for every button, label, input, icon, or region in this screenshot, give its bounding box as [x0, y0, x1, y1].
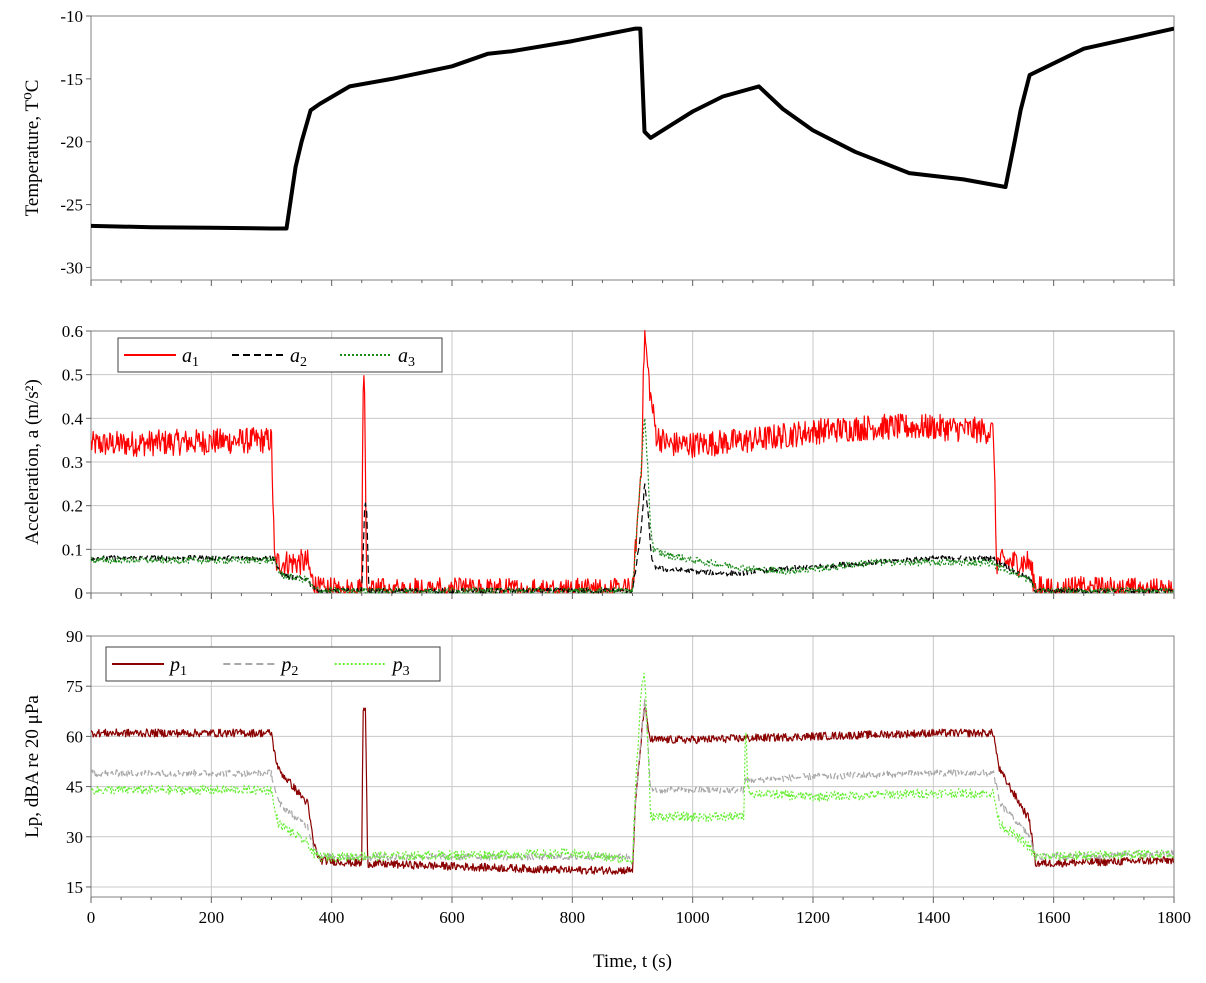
legend-subscript: 2 — [300, 355, 307, 370]
series-line-p3 — [91, 672, 1174, 865]
legend: a1 a2 a3 — [117, 337, 443, 373]
x-tick-label: 600 — [439, 908, 465, 927]
y-tick-label: 0.3 — [62, 453, 83, 472]
legend-label-a1: a1 — [182, 345, 199, 370]
x-tick-label: 1400 — [916, 908, 950, 927]
y-tick-label: -25 — [60, 196, 83, 215]
x-tick-label: 200 — [199, 908, 225, 927]
legend-label-a2: a2 — [290, 345, 307, 370]
y-axis-label: Temperature, T⁰C — [22, 80, 43, 217]
legend-subscript: 1 — [180, 664, 187, 679]
y-tick-label: 0.6 — [62, 322, 83, 341]
legend-subscript: 2 — [291, 664, 298, 679]
series-line-a3 — [91, 417, 1174, 594]
y-tick-label: 0 — [75, 584, 84, 603]
legend-label-p3: p3 — [391, 654, 410, 679]
x-tick-label: 1800 — [1157, 908, 1191, 927]
legend-subscript: 3 — [403, 664, 410, 679]
legend-letter: a — [290, 345, 300, 367]
y-tick-label: 30 — [66, 828, 83, 847]
x-tick-label: 400 — [319, 908, 345, 927]
y-tick-label: -15 — [60, 70, 83, 89]
x-tick-label: 1000 — [676, 908, 710, 927]
legend-subscript: 3 — [408, 355, 415, 370]
y-axis-label: Lp, dBA re 20 μPa — [22, 695, 43, 838]
legend-letter: p — [279, 654, 291, 676]
legend-letter: a — [182, 345, 192, 367]
chart-acceleration: 0 0.1 0.2 0.3 0.4 0.5 0.6 Acceleration, a (m/s²… — [22, 322, 1175, 603]
legend-letter: p — [168, 654, 180, 676]
legend: p1 p2 p3 — [105, 646, 441, 682]
legend-label-p2: p2 — [279, 654, 298, 679]
y-tick-label: 15 — [66, 878, 83, 897]
series-line-p2 — [91, 698, 1174, 861]
series-line-p1 — [91, 706, 1174, 875]
legend-letter: a — [398, 345, 408, 367]
x-tick-label: 800 — [560, 908, 586, 927]
x-tick-label: 1200 — [796, 908, 830, 927]
legend-label-a3: a3 — [398, 345, 415, 370]
series-line-a1 — [91, 330, 1174, 594]
series-line-a2 — [91, 483, 1174, 594]
y-tick-label: 0.2 — [62, 497, 83, 516]
series-line-temperature — [91, 26, 1174, 231]
chart-temperature: -30 -25 -20 -15 -10 Temperature, T⁰C — [22, 7, 1175, 286]
x-tick-label: 1600 — [1037, 908, 1071, 927]
y-tick-label: 90 — [66, 627, 83, 646]
x-tick-label: 0 — [87, 908, 96, 927]
y-tick-label: 0.4 — [62, 409, 84, 428]
y-tick-label: 60 — [66, 727, 83, 746]
x-axis-label: Time, t (s) — [593, 951, 672, 972]
y-tick-label: -10 — [60, 7, 83, 26]
y-tick-label: 0.1 — [62, 540, 83, 559]
y-tick-label: -20 — [60, 133, 83, 152]
chart-sound-level: 15 30 45 60 75 90 0 200 400 600 800 1000 1200 1400 160… — [22, 627, 1191, 972]
y-axis-label: Acceleration, a (m/s²) — [22, 379, 43, 545]
legend-letter: p — [391, 654, 403, 676]
y-tick-label: 0.5 — [62, 366, 83, 385]
legend-label-p1: p1 — [168, 654, 187, 679]
y-tick-label: 75 — [66, 677, 83, 696]
y-tick-label: 45 — [66, 778, 83, 797]
y-tick-label: -30 — [60, 258, 83, 277]
legend-subscript: 1 — [192, 355, 199, 370]
